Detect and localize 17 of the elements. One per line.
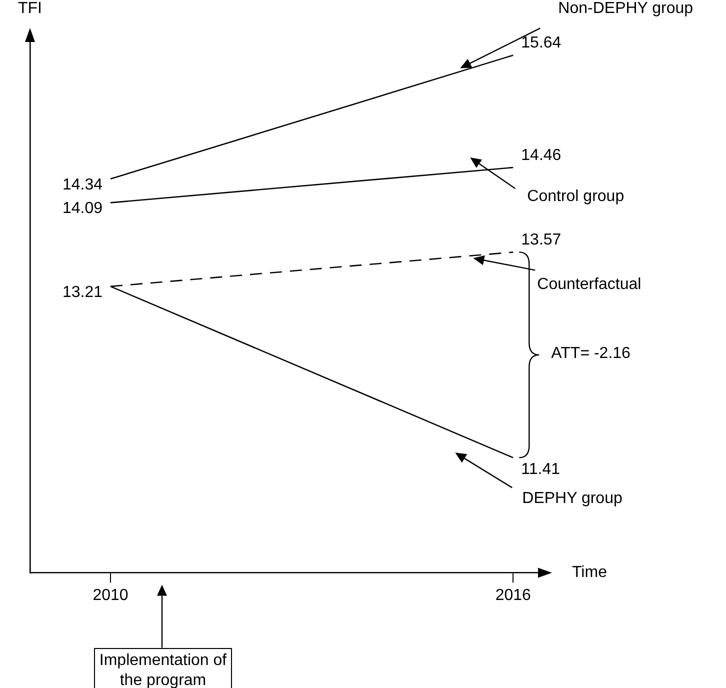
data-label: 13.57	[521, 232, 562, 249]
text: ATT= -2.16	[551, 344, 630, 363]
data-label: 11.41	[521, 461, 560, 478]
data-label: 14.34	[62, 176, 103, 194]
text-box: Implementation of the program	[94, 648, 232, 688]
data-label: 14.09	[62, 200, 103, 218]
series-label: Control group	[527, 188, 624, 206]
text: Non-DEPHY group	[558, 0, 694, 18]
data-label: 13.21	[62, 284, 103, 301]
y-axis-title: TFI	[18, 0, 42, 18]
x-axis-title: Time	[572, 564, 607, 582]
data-label: 14.46	[521, 146, 562, 164]
x-tick-label: 2016	[495, 586, 532, 604]
text: Counterfactual	[537, 276, 642, 294]
text: DEPHY group	[522, 490, 622, 508]
x-tick-label: 2010	[92, 586, 128, 604]
data-label: 15.64	[521, 34, 562, 52]
